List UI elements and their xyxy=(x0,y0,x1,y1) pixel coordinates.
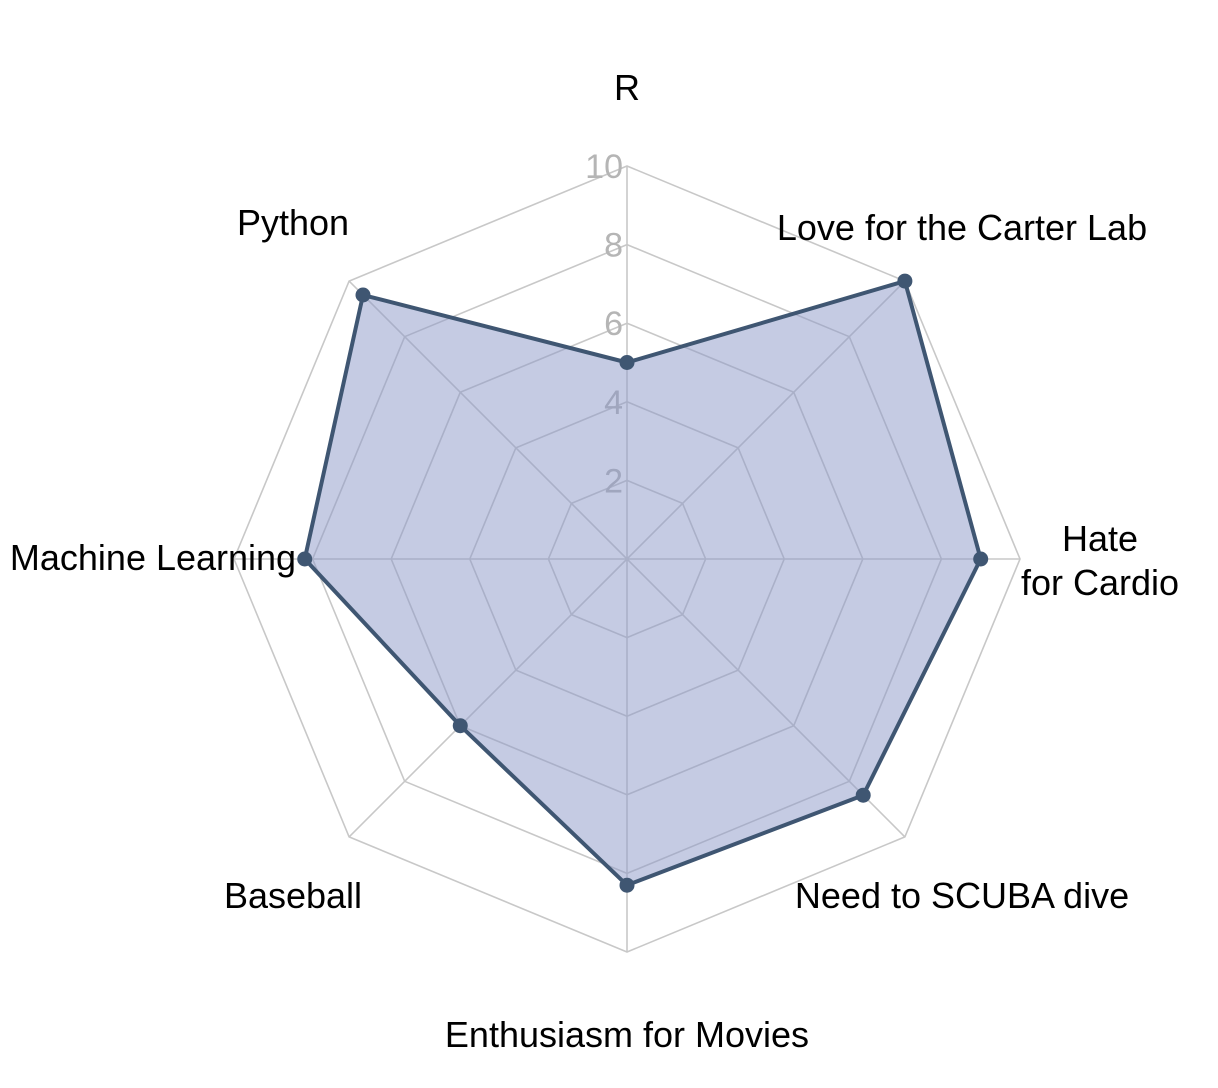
tick-label: 10 xyxy=(585,148,623,186)
axis-label-line: Machine Learning xyxy=(10,537,296,578)
axis-label-line: R xyxy=(614,67,640,108)
axis-label-line: Enthusiasm for Movies xyxy=(445,1014,809,1055)
axis-label: Enthusiasm for Movies xyxy=(445,1014,809,1055)
tick-label: 6 xyxy=(604,305,623,343)
axis-label-line: Hate xyxy=(1062,518,1138,559)
axis-label: Python xyxy=(237,202,349,243)
data-point xyxy=(855,787,871,803)
axis-label-line: Baseball xyxy=(224,875,362,916)
tick-label: 8 xyxy=(604,227,623,265)
data-point xyxy=(619,877,635,893)
data-point xyxy=(355,287,371,303)
axis-label: Need to SCUBA dive xyxy=(795,875,1129,916)
axis-label: R xyxy=(614,67,640,108)
data-point xyxy=(973,551,989,567)
axis-label: Machine Learning xyxy=(10,537,296,578)
axis-label: Hate for Cardio xyxy=(1021,518,1179,603)
data-point xyxy=(452,718,468,734)
data-point xyxy=(619,355,635,370)
axis-label-line: Python xyxy=(237,202,349,243)
axis-label-line: Need to SCUBA dive xyxy=(795,875,1129,916)
series-area xyxy=(302,279,983,888)
axis-label: Baseball xyxy=(224,875,362,916)
axis-label-line: for Cardio xyxy=(1021,562,1179,603)
radar-series xyxy=(297,273,989,893)
axis-label: Love for the Carter Lab xyxy=(777,207,1147,248)
data-point xyxy=(297,551,313,567)
axis-label-line: Love for the Carter Lab xyxy=(777,207,1147,248)
axis-labels: R Love for the Carter Lab Hate for Cardio Ne… xyxy=(10,67,1179,1055)
data-point xyxy=(897,273,913,289)
